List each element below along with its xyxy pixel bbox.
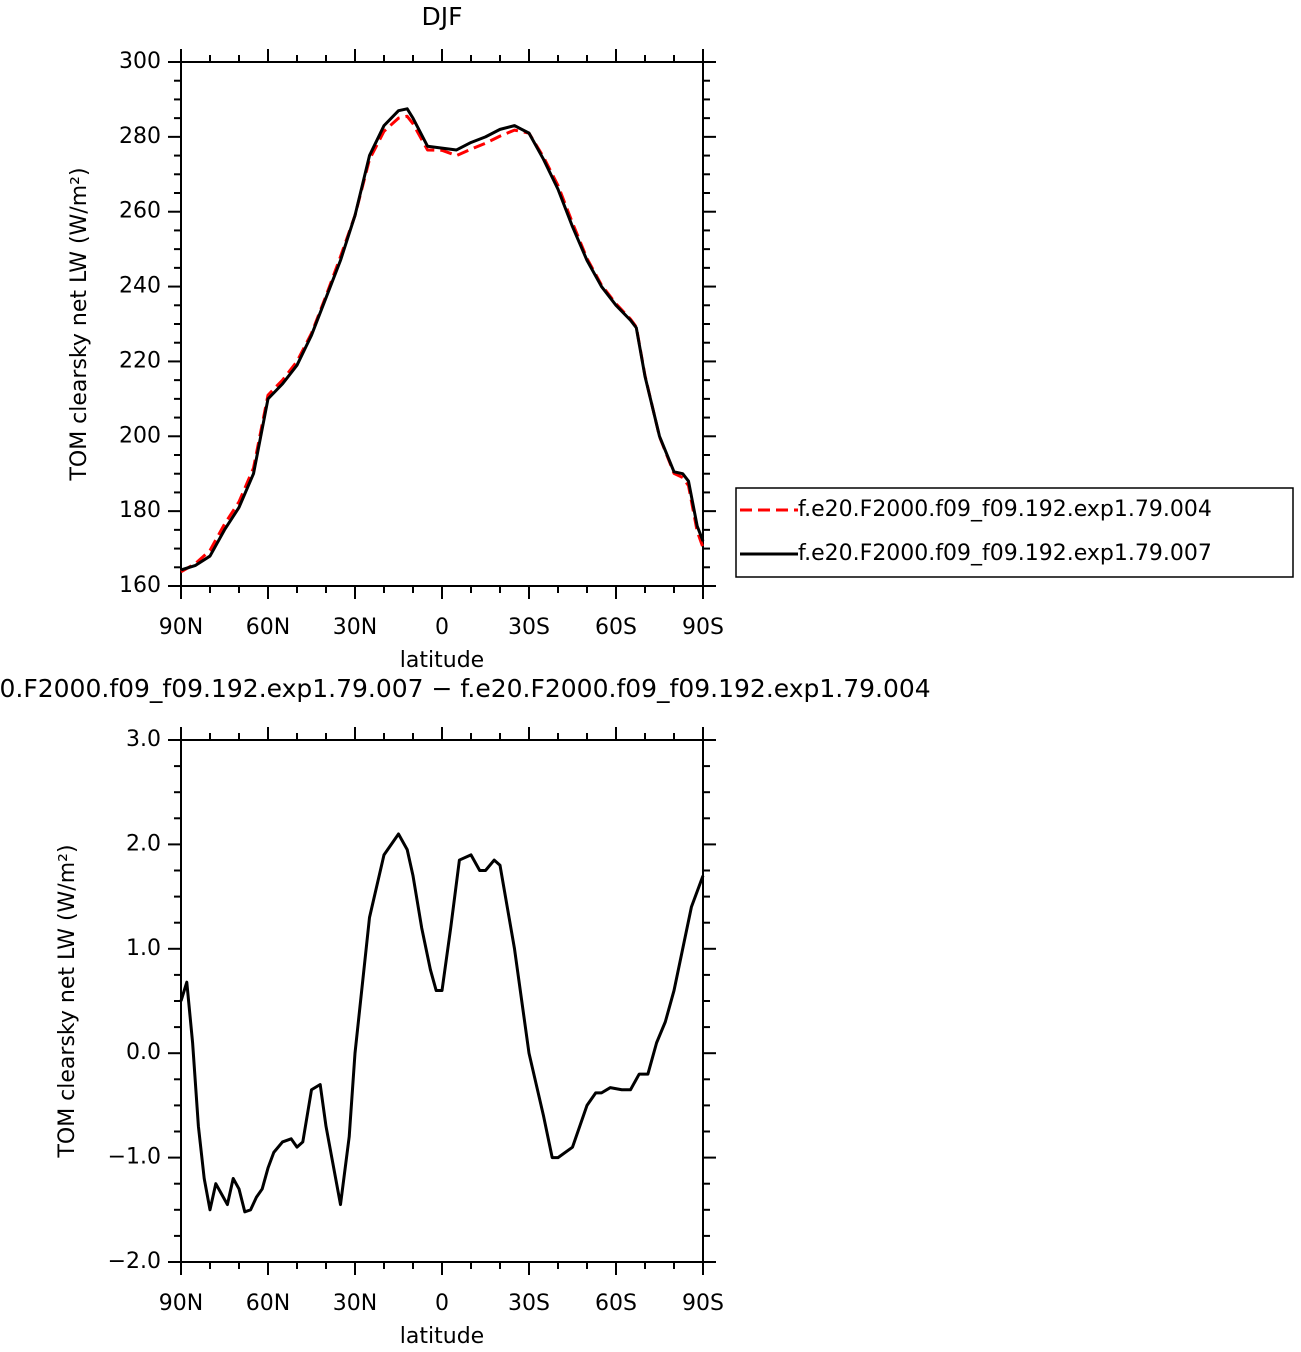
line-series: [179, 832, 705, 1214]
y-tick-label: 0.0: [126, 1040, 161, 1065]
chart-title: DJF: [421, 2, 462, 31]
y-tick-label: 180: [119, 498, 161, 523]
y-tick-label: 300: [119, 49, 161, 74]
y-tick-label: 160: [119, 573, 161, 598]
y-tick-label: 1.0: [126, 936, 161, 961]
x-tick-label: 60S: [595, 1291, 637, 1316]
x-tick-label: 30N: [333, 1291, 377, 1316]
x-axis-label: latitude: [400, 1324, 484, 1349]
legend-label: f.e20.F2000.f09_f09.192.exp1.79.007: [798, 541, 1212, 566]
y-axis-label: TOM clearsky net LW (W/m²): [67, 167, 92, 481]
chart-title: f.e20.F2000.f09_f09.192.exp1.79.007 − f.…: [0, 674, 931, 703]
y-tick-label: −1.0: [108, 1145, 161, 1170]
y-tick-label: 240: [119, 274, 161, 299]
x-tick-label: 0: [435, 1291, 449, 1316]
plot-frame: [180, 61, 704, 587]
y-tick-label: 3.0: [126, 727, 161, 752]
y-axis-label: TOM clearsky net LW (W/m²): [55, 844, 80, 1158]
x-tick-label: 30N: [333, 615, 377, 640]
line-series: [180, 107, 705, 572]
x-tick-label: 30S: [508, 1291, 550, 1316]
x-tick-label: 60N: [246, 1291, 290, 1316]
x-tick-label: 90N: [159, 1291, 203, 1316]
x-tick-label: 90N: [159, 615, 203, 640]
legend-label: f.e20.F2000.f09_f09.192.exp1.79.004: [798, 497, 1212, 522]
x-tick-label: 90S: [682, 1291, 724, 1316]
y-tick-label: 280: [119, 124, 161, 149]
x-axis-label: latitude: [400, 648, 484, 673]
x-tick-label: 60S: [595, 615, 637, 640]
x-tick-label: 30S: [508, 615, 550, 640]
x-tick-label: 90S: [682, 615, 724, 640]
plot-frame: [180, 739, 704, 1263]
y-tick-label: 200: [119, 423, 161, 448]
y-tick-label: 260: [119, 199, 161, 224]
legend-box: [735, 487, 1294, 578]
y-tick-label: 2.0: [126, 831, 161, 856]
line-series: [180, 114, 705, 574]
y-tick-label: 220: [119, 348, 161, 373]
x-tick-label: 60N: [246, 615, 290, 640]
x-tick-label: 0: [435, 615, 449, 640]
y-tick-label: −2.0: [108, 1249, 161, 1274]
